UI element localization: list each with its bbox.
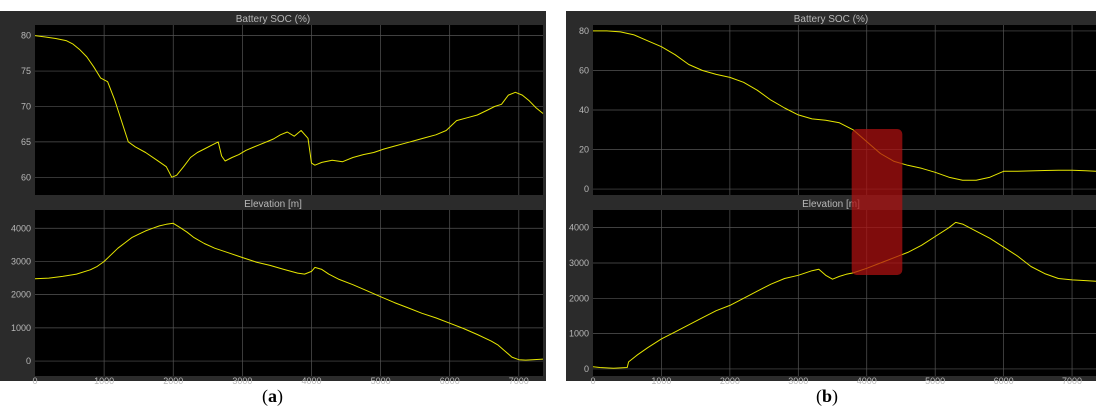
subplot-title-soc-a: Battery SOC (%) [235, 14, 311, 25]
series-line-a-soc [34, 35, 544, 178]
x-tick-label: 4000 [301, 376, 321, 386]
x-tick-label: 1000 [94, 376, 114, 386]
plot-area-a-soc [35, 25, 543, 195]
highlight-band [851, 129, 903, 275]
x-tick-label: 2000 [720, 376, 740, 386]
x-tick-label: 7000 [509, 376, 529, 386]
series-line-a-elevation [34, 222, 544, 361]
x-tick-label: 4000 [857, 376, 877, 386]
y-tick-label: 80 [21, 31, 31, 41]
x-tick-label: 5000 [925, 376, 945, 386]
y-tick-label: 1000 [569, 329, 589, 339]
subplot-b-soc: 0 20 40 60 80 [579, 25, 1096, 195]
plot-canvas-b: 0 20 40 60 80 0 1000 2000 3000 4000 0 1000 2000 3000 4… [569, 25, 1096, 386]
subplot-title-soc-b: Battery SOC (%) [793, 14, 869, 25]
y-tick-label: 60 [21, 172, 31, 182]
subplot-a-soc: 60 65 70 75 80 [21, 25, 544, 195]
plot-area-b-elevation [593, 210, 1096, 376]
y-tick-label: 4000 [11, 223, 31, 233]
subplot-b-elevation: 0 1000 2000 3000 4000 0 1000 2000 3000 4000 5000 60… [569, 210, 1096, 386]
plot-canvas-a: 60 65 70 75 80 0 1000 2000 3000 4000 0 1000 2000 3000… [11, 25, 544, 386]
y-tick-label: 70 [21, 101, 31, 111]
caption-b: (b) [816, 386, 839, 406]
y-tick-label: 0 [26, 356, 31, 366]
y-tick-label: 40 [579, 105, 589, 115]
plot-area-a-elevation [35, 210, 543, 376]
x-tick-label: 6000 [994, 376, 1014, 386]
x-tick-label: 1000 [651, 376, 671, 386]
y-tick-label: 4000 [569, 223, 589, 233]
y-tick-label: 3000 [569, 258, 589, 268]
x-tick-label: 3000 [788, 376, 808, 386]
y-tick-label: 80 [579, 26, 589, 36]
y-tick-label: 60 [579, 65, 589, 75]
series-line-b-soc [593, 30, 1096, 181]
x-tick-label: 7000 [1062, 376, 1082, 386]
y-tick-label: 65 [21, 137, 31, 147]
subplot-title-elevation-b: Elevation [m] [802, 199, 860, 210]
y-tick-label: 1000 [11, 323, 31, 333]
x-tick-label: 3000 [232, 376, 252, 386]
x-tick-label: 6000 [440, 376, 460, 386]
series-line-b-elevation [592, 221, 1096, 369]
y-tick-label: 2000 [569, 293, 589, 303]
y-tick-label: 0 [584, 184, 589, 194]
y-tick-label: 3000 [11, 256, 31, 266]
y-tick-label: 0 [584, 364, 589, 374]
y-tick-label: 20 [579, 145, 589, 155]
x-tick-label: 5000 [371, 376, 391, 386]
y-tick-label: 2000 [11, 290, 31, 300]
x-tick-label: 0 [590, 376, 595, 386]
x-tick-label: 2000 [163, 376, 183, 386]
highlight-overlay-b [851, 129, 903, 275]
figure-panel-b: Battery SOC (%) 0 20 40 60 80 0 1000 2000 3000 40… [566, 11, 1096, 386]
subplot-title-elevation-a: Elevation [m] [244, 199, 302, 210]
x-tick-label: 0 [32, 376, 37, 386]
figure-panel-a: Battery SOC (%) Elevation [m] 60 65 70 75 80… [0, 11, 546, 386]
caption-a: (a) [262, 386, 283, 406]
y-tick-label: 75 [21, 66, 31, 76]
subplot-a-elevation: 0 1000 2000 3000 4000 0 1000 2000 3000 4000 5000 60… [11, 210, 544, 386]
